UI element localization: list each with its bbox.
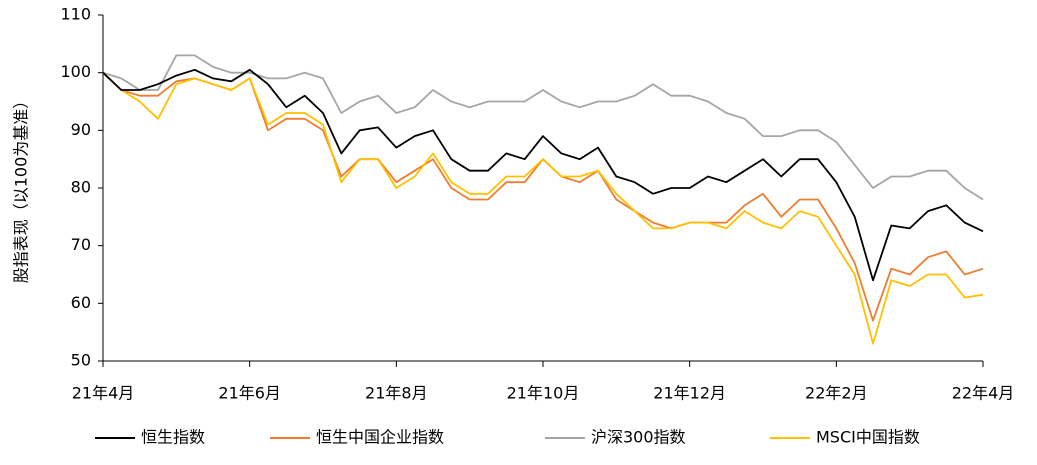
legend-label: MSCI中国指数 [816,428,920,447]
x-tick-label: 22年2月 [805,384,868,403]
y-tick-label: 100 [60,62,91,81]
x-tick-label: 21年8月 [365,384,428,403]
x-tick-label: 22年4月 [952,384,1015,403]
legend-label: 恒生指数 [141,428,205,447]
legend-label: 恒生中国企业指数 [316,428,444,447]
y-tick-label: 110 [60,5,91,24]
series-line [102,68,984,282]
y-tick-label: 50 [71,351,91,370]
y-tick-label: 60 [71,293,91,312]
x-tick-label: 21年4月 [72,384,135,403]
y-tick-label: 80 [71,178,91,197]
y-tick-label: 70 [71,235,91,254]
series-line [102,72,984,345]
series-line [102,72,984,322]
legend-label: 沪深300指数 [591,428,686,447]
y-tick-label: 90 [71,120,91,139]
x-tick-label: 21年6月 [218,384,281,403]
y-axis-label: 股指表现（以100为基准） [12,93,31,284]
x-tick-label: 21年10月 [507,384,580,403]
x-tick-label: 21年12月 [653,384,726,403]
series-line [102,54,984,201]
